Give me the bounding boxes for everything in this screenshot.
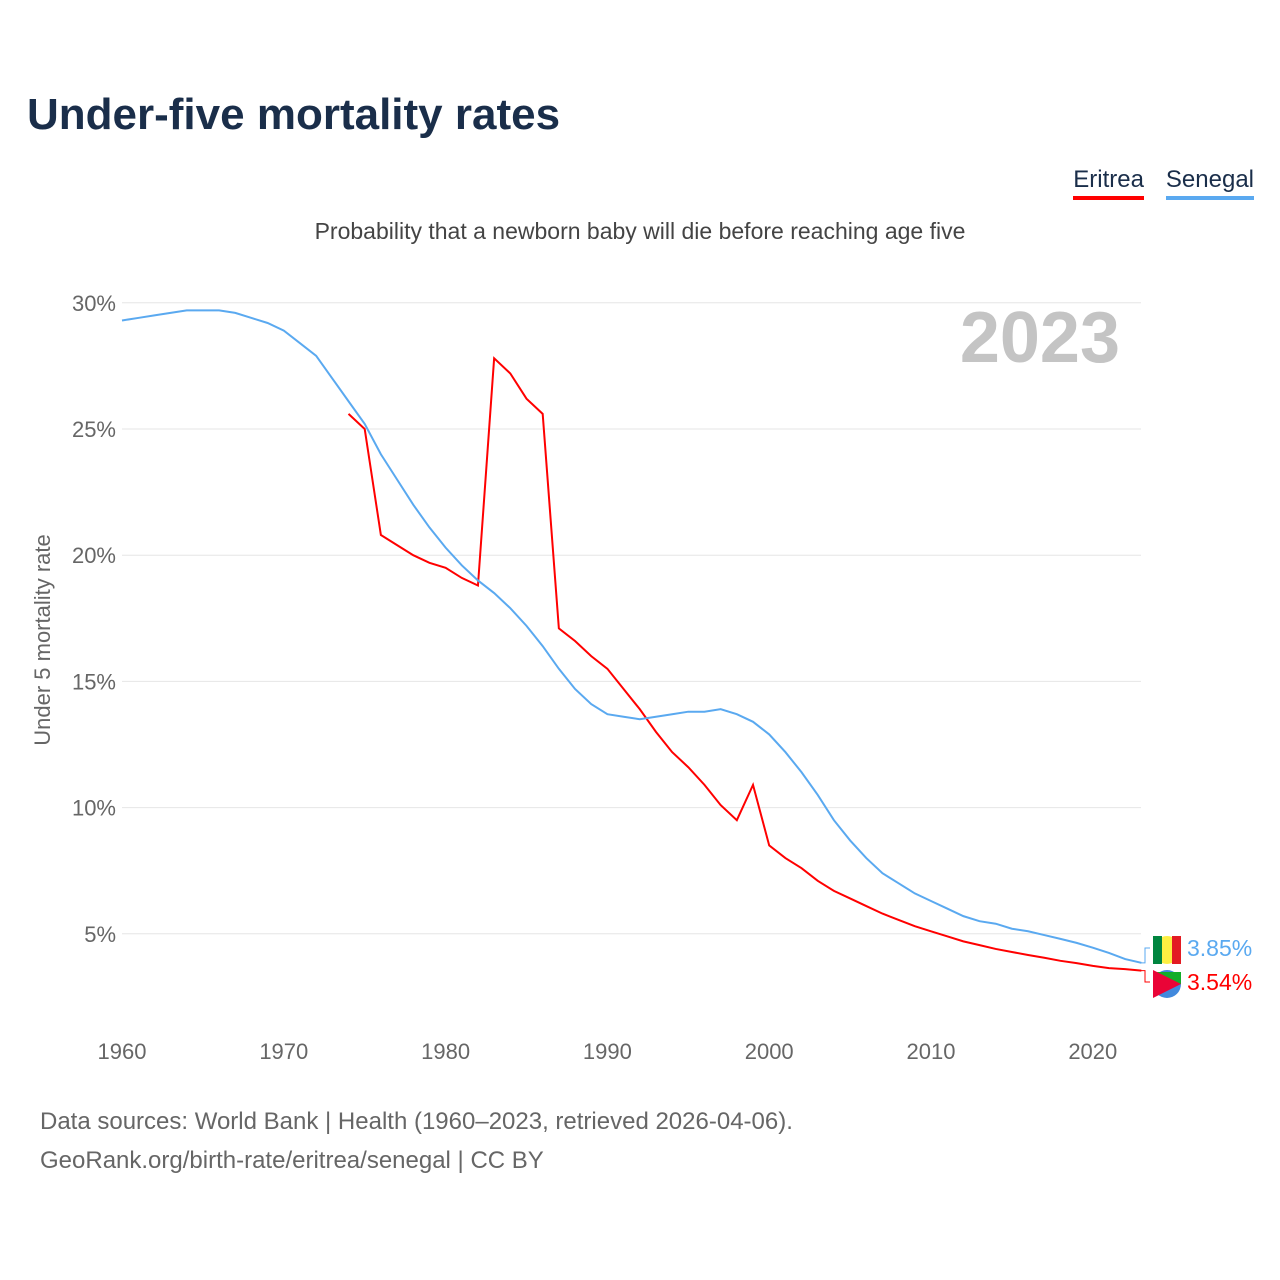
y-tick-label: 30% — [72, 291, 116, 316]
x-tick-label: 1990 — [583, 1039, 632, 1064]
y-axis-label: Under 5 mortality rate — [30, 534, 55, 746]
flag-stripe — [1153, 936, 1162, 964]
source-line-1: Data sources: World Bank | Health (1960–… — [40, 1108, 793, 1135]
series-line-eritrea — [347, 356, 1142, 972]
chart-title: Under-five mortality rates — [27, 90, 561, 139]
flag-stripe — [1172, 936, 1181, 964]
legend-eritrea[interactable]: Eritrea — [1073, 166, 1144, 200]
x-tick-label: 2010 — [907, 1039, 956, 1064]
y-tick-label: 20% — [72, 543, 116, 568]
chart-subtitle: Probability that a newborn baby will die… — [314, 218, 966, 244]
series-line-senegal — [121, 309, 1142, 964]
legend: Eritrea Senegal — [1073, 166, 1254, 200]
legend-senegal[interactable]: Senegal — [1165, 166, 1254, 200]
end-connector — [1141, 947, 1150, 964]
y-tick-label: 10% — [72, 796, 116, 821]
year-label: 2023 — [960, 298, 1120, 378]
x-tick-label: 1970 — [259, 1039, 308, 1064]
end-value-label: 3.54% — [1187, 969, 1252, 995]
end-value-label: 3.85% — [1187, 935, 1252, 961]
x-tick-label: 1960 — [98, 1039, 147, 1064]
y-tick-label: 5% — [84, 922, 116, 947]
source-line-2: GeoRank.org/birth-rate/eritrea/senegal |… — [40, 1147, 544, 1174]
x-tick-label: 1980 — [421, 1039, 470, 1064]
x-tick-label: 2020 — [1068, 1039, 1117, 1064]
end-connector — [1141, 970, 1150, 983]
y-tick-label: 15% — [72, 669, 116, 694]
y-tick-label: 25% — [72, 417, 116, 442]
x-tick-label: 2000 — [745, 1039, 794, 1064]
flag-stripe — [1153, 970, 1181, 998]
